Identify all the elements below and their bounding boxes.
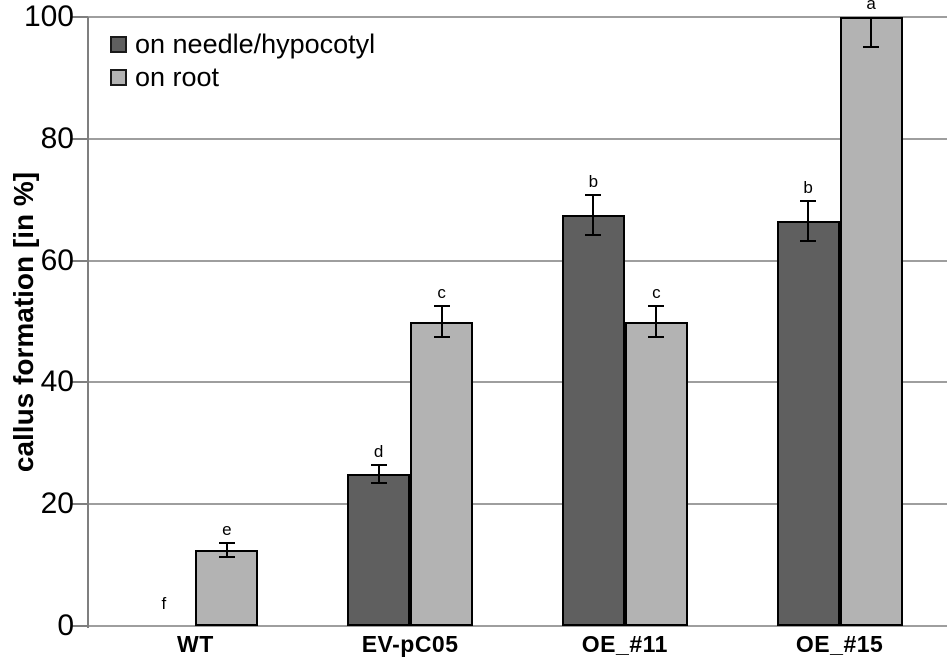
y-axis-tick <box>72 137 88 140</box>
error-bar-cap <box>585 234 602 237</box>
error-bar-cap <box>585 193 602 196</box>
y-tick-label: 100 <box>23 0 74 33</box>
legend-item-root: on root <box>110 61 375 94</box>
error-bar-cap <box>433 335 450 338</box>
significance-letter: b <box>588 171 599 191</box>
y-axis-line <box>87 17 89 628</box>
bar-OE_#11-needle <box>561 214 625 626</box>
y-axis-tick <box>72 625 88 627</box>
error-bar-cap <box>218 556 235 559</box>
x-category-label: WT <box>176 631 214 657</box>
y-axis-tick <box>72 381 88 384</box>
error-bar <box>377 464 380 483</box>
error-bar-cap <box>218 541 235 544</box>
legend-swatch-dark-icon <box>110 36 127 53</box>
y-axis-tick <box>72 259 88 262</box>
error-bar-cap <box>433 305 450 308</box>
x-category-label: OE_#15 <box>795 631 884 657</box>
x-category-label: OE_#11 <box>581 631 668 657</box>
bar-OE_#15-needle <box>776 221 840 626</box>
gridline <box>88 503 947 506</box>
y-tick-label: 40 <box>40 365 74 399</box>
bar-OE_#11-root <box>624 321 688 626</box>
bar-EV-pC05-needle <box>347 473 411 626</box>
significance-letter: d <box>373 441 384 461</box>
bar-WT-root <box>195 549 259 626</box>
error-bar-cap <box>648 305 665 308</box>
legend-label: on needle/hypocotyl <box>135 29 376 59</box>
error-bar <box>870 17 873 48</box>
y-tick-label: 80 <box>40 121 74 155</box>
x-category-label: EV-pC05 <box>361 631 459 657</box>
error-bar-cap <box>863 46 880 49</box>
error-bar-cap <box>800 199 817 202</box>
bar-OE_#15-root <box>839 17 903 626</box>
error-bar-cap <box>370 481 387 484</box>
significance-letter: f <box>161 594 167 613</box>
error-bar <box>592 194 595 235</box>
gridline <box>88 625 947 627</box>
error-bar <box>807 200 810 242</box>
legend-label: on root <box>135 62 220 92</box>
gridline <box>88 381 947 384</box>
error-bar <box>655 306 658 337</box>
significance-letter: c <box>652 283 661 303</box>
significance-letter: e <box>222 519 232 539</box>
y-tick-label: 0 <box>57 609 74 642</box>
significance-letter: c <box>437 283 446 303</box>
legend: on needle/hypocotyl on root <box>110 28 375 94</box>
gridline <box>88 137 947 140</box>
y-tick-label: 20 <box>40 487 74 521</box>
y-axis-tick <box>72 16 88 18</box>
error-bar-cap <box>800 240 817 243</box>
bar-EV-pC05-root <box>410 321 474 626</box>
significance-letter: b <box>803 177 813 197</box>
gridline <box>88 16 947 18</box>
gridline <box>88 259 947 262</box>
y-axis-tick <box>72 503 88 506</box>
error-bar-cap <box>370 463 387 466</box>
legend-item-needle-hypocotyl: on needle/hypocotyl <box>110 28 375 61</box>
error-bar <box>440 306 443 337</box>
significance-letter: a <box>866 0 876 13</box>
y-tick-label: 60 <box>40 243 74 277</box>
error-bar-cap <box>648 335 665 338</box>
legend-swatch-light-icon <box>110 69 127 86</box>
error-bar <box>225 542 228 558</box>
